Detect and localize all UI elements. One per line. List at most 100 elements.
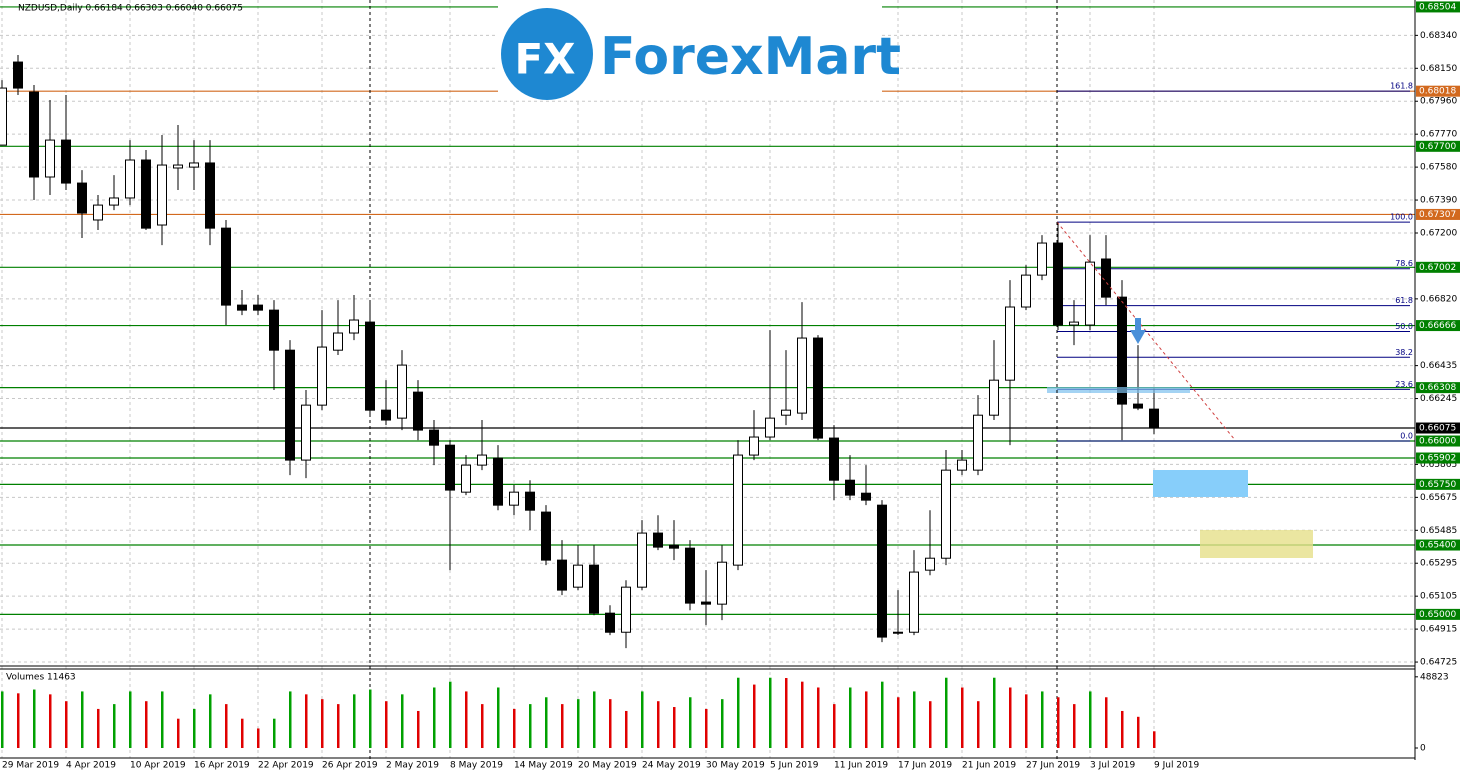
candle-body	[957, 459, 967, 471]
level-label-bg	[1416, 140, 1460, 152]
volume-bar	[1073, 704, 1076, 748]
candle-body	[829, 437, 839, 481]
volume-bar	[993, 677, 996, 748]
volume-bar	[705, 708, 708, 748]
level-label-bg	[1416, 320, 1460, 332]
volume-bar	[737, 677, 740, 748]
level-label: 0.68504	[1419, 2, 1456, 12]
y-tick-label: 0.64725	[1420, 658, 1457, 668]
candle-body	[925, 557, 935, 571]
candle-body	[413, 391, 423, 431]
volume-bar	[385, 701, 388, 748]
level-label-bg	[1416, 478, 1460, 490]
volume-bar	[961, 687, 964, 748]
candle-body	[445, 444, 455, 491]
volume-bar	[401, 694, 404, 748]
y-tick-label: 0.65105	[1420, 592, 1457, 602]
volume-bar	[209, 694, 212, 748]
volume-bar	[225, 704, 228, 748]
candle-body	[253, 304, 263, 311]
volume-bar	[97, 708, 100, 748]
volume-bar	[145, 701, 148, 748]
x-tick-label: 21 Jun 2019	[962, 761, 1016, 771]
volume-bar	[1041, 691, 1044, 748]
volume-bar	[609, 699, 612, 748]
candle-body	[813, 337, 823, 439]
volume-bar	[1089, 691, 1092, 748]
volume-bar	[817, 687, 820, 748]
volume-bar	[513, 708, 516, 748]
candle-body	[1149, 408, 1159, 429]
candle-body	[237, 304, 247, 311]
volume-bar	[929, 701, 932, 748]
level-label: 0.67700	[1419, 142, 1456, 152]
candle-body	[861, 492, 871, 501]
candle-body	[637, 532, 647, 588]
volume-bar	[465, 691, 468, 748]
volume-bar	[1, 691, 4, 748]
candle-body	[781, 409, 791, 416]
volume-bar	[945, 677, 948, 748]
volume-bar	[593, 691, 596, 748]
y-tick-label: 0.67580	[1420, 163, 1457, 173]
volume-bar	[721, 699, 724, 748]
y-tick-label: 0.67770	[1420, 130, 1457, 140]
y-tick-label: 0.64915	[1420, 625, 1457, 635]
x-tick-label: 2 May 2019	[386, 761, 439, 771]
y-tick-label: 0.67390	[1420, 196, 1457, 206]
candle-body	[93, 204, 103, 221]
volume-bar	[849, 687, 852, 748]
y-tick-label: 0.68150	[1420, 64, 1457, 74]
level-label-bg	[1416, 208, 1460, 220]
y-tick-label: 0.66820	[1420, 294, 1457, 304]
volume-bar	[481, 704, 484, 748]
candle-body	[525, 491, 535, 511]
fib-label: 61.8	[1395, 296, 1413, 305]
candle-body	[221, 227, 231, 306]
volume-bar	[561, 704, 564, 748]
x-tick-label: 8 May 2019	[450, 761, 503, 771]
volume-bar	[321, 699, 324, 748]
candle-body	[45, 139, 55, 178]
volume-bar	[449, 681, 452, 748]
candle-body	[317, 346, 327, 406]
volume-bar	[497, 687, 500, 748]
volume-bar	[241, 718, 244, 748]
candle-body	[1069, 321, 1079, 326]
x-tick-label: 4 Apr 2019	[66, 761, 116, 771]
level-label-bg	[1416, 539, 1460, 551]
level-label-bg	[1416, 261, 1460, 273]
level-label-bg	[1416, 422, 1460, 434]
volume-bar	[1009, 687, 1012, 748]
volume-bar	[129, 691, 132, 748]
x-tick-label: 14 May 2019	[514, 761, 573, 771]
candle-body	[893, 631, 903, 634]
x-tick-label: 10 Apr 2019	[130, 761, 186, 771]
volume-bar	[161, 691, 164, 748]
volume-bar	[769, 677, 772, 748]
candle-body	[845, 479, 855, 496]
candle-body	[429, 429, 439, 446]
y-tick-label: 0.67960	[1420, 97, 1457, 107]
level-label: 0.65902	[1419, 454, 1456, 464]
volume-bar	[545, 697, 548, 748]
candle-body	[0, 87, 7, 146]
volume-bar	[1121, 710, 1124, 748]
volume-bar	[49, 694, 52, 748]
candle-body	[13, 61, 23, 89]
y-tick-label: 0.65865	[1420, 460, 1457, 470]
candle-body	[941, 469, 951, 559]
trend-line	[1056, 221, 1236, 441]
volume-bar	[785, 678, 788, 748]
logo-icon-text: FX	[514, 35, 575, 84]
volume-bar	[1025, 694, 1028, 748]
volume-bar	[689, 697, 692, 748]
x-tick-label: 16 Apr 2019	[194, 761, 250, 771]
volume-bar	[801, 681, 804, 748]
fib-label: 50.0	[1395, 322, 1413, 331]
volume-bar	[17, 693, 20, 748]
candle-body	[717, 561, 727, 605]
logo-icon	[501, 8, 593, 100]
